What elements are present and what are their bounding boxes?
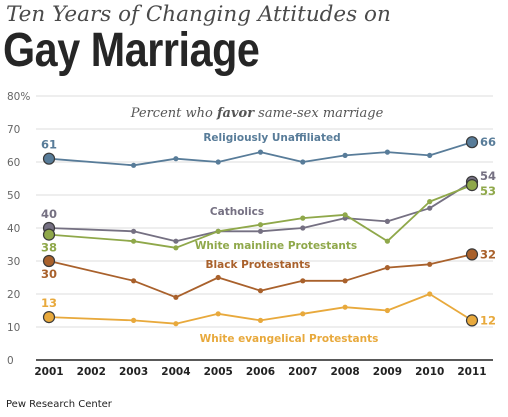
series-end-label: 66 — [480, 135, 496, 149]
data-point — [384, 265, 390, 271]
endpoint-marker — [465, 314, 479, 327]
x-tick-label: 2005 — [204, 366, 233, 378]
endpoint-marker — [42, 152, 56, 165]
chart-pretitle: Ten Years of Changing Attitudes on — [6, 2, 391, 27]
series-line — [48, 253, 473, 299]
series-end-label: 53 — [480, 184, 496, 198]
x-tick-label: 2002 — [77, 366, 106, 378]
endpoint-marker — [465, 136, 479, 149]
y-axis-ticks: 0 10 20 30 40 50 60 70 80% — [7, 91, 30, 367]
series-name-label: Catholics — [210, 206, 264, 218]
y-tick-label: 30 — [7, 256, 20, 268]
data-point — [257, 317, 264, 323]
data-point — [257, 222, 264, 228]
data-point — [215, 228, 221, 234]
series-line — [48, 181, 473, 243]
data-point — [427, 261, 433, 267]
subtitle-prefix: Percent who — [130, 106, 217, 121]
data-point — [131, 278, 137, 284]
chart-title: Gay Marriage — [3, 24, 260, 77]
data-point — [173, 245, 179, 251]
data-point — [342, 278, 348, 284]
subtitle-suffix: same-sex marriage — [254, 106, 384, 121]
series-start-label: 38 — [41, 241, 57, 255]
data-point — [173, 294, 179, 300]
data-point — [427, 152, 433, 158]
data-point — [427, 205, 433, 211]
data-point — [384, 149, 390, 155]
x-tick-label: 2010 — [415, 366, 444, 378]
data-point — [131, 238, 137, 244]
data-point — [131, 228, 137, 234]
x-tick-label: 2003 — [119, 366, 148, 378]
endpoint-marker — [42, 311, 56, 324]
x-axis-ticks: 2001 2002 2003 2004 2005 2006 2007 2008 2009 2010… — [34, 366, 486, 378]
data-point — [342, 304, 348, 310]
x-tick-label: 2004 — [161, 366, 190, 378]
series-name-label: White mainline Protestants — [195, 240, 357, 252]
endpoint-marker — [42, 254, 56, 268]
series-name-label: Religiously Unaffiliated — [203, 132, 340, 144]
x-tick-label: 2011 — [457, 366, 486, 378]
data-point — [384, 238, 390, 244]
y-tick-label: 80% — [7, 91, 30, 103]
data-point — [131, 317, 137, 323]
x-tick-label: 2006 — [246, 366, 275, 378]
series-layer: 61 66 Religiously Unaffiliated 40 54 Catholic… — [41, 132, 496, 345]
data-point — [300, 225, 306, 231]
data-point — [300, 159, 306, 165]
chart-subtitle: Percent who favor same-sex marriage — [130, 106, 384, 121]
subtitle-background — [145, 101, 367, 123]
data-point — [427, 199, 433, 205]
x-tick-label: 2008 — [330, 366, 359, 378]
data-point — [300, 215, 306, 221]
data-point — [257, 228, 264, 234]
series-name-label: White evangelical Protestants — [200, 333, 379, 345]
endpoint-marker — [42, 228, 56, 241]
y-tick-label: 70 — [7, 124, 20, 136]
series-start-label: 13 — [41, 296, 57, 310]
data-point — [300, 278, 306, 284]
series-end-label: 54 — [480, 169, 496, 183]
data-point — [257, 288, 264, 294]
endpoint-marker — [465, 248, 479, 261]
data-point — [342, 152, 348, 158]
series-start-label: 30 — [41, 267, 57, 281]
series-line — [48, 184, 473, 249]
x-tick-label: 2009 — [373, 366, 402, 378]
y-tick-label: 10 — [7, 322, 20, 334]
gridlines — [36, 95, 493, 361]
data-point — [257, 149, 264, 155]
data-point — [173, 321, 179, 327]
source-note: Pew Research Center — [6, 399, 112, 410]
y-tick-label: 50 — [7, 190, 20, 202]
data-point — [215, 311, 221, 317]
y-tick-label: 0 — [7, 355, 14, 367]
y-tick-label: 20 — [7, 289, 20, 301]
x-tick-label: 2007 — [288, 366, 317, 378]
y-tick-label: 60 — [7, 157, 20, 169]
data-point — [384, 218, 390, 224]
series-line — [48, 141, 473, 167]
series-end-label: 12 — [480, 313, 496, 327]
subtitle-emphasis: favor — [216, 106, 255, 121]
x-tick-label: 2001 — [34, 366, 63, 378]
series-name-label: Black Protestants — [206, 259, 311, 271]
endpoint-marker — [465, 179, 479, 192]
series-start-label: 40 — [41, 207, 57, 221]
data-point — [427, 291, 433, 297]
data-point — [215, 274, 221, 281]
data-point — [173, 156, 179, 162]
data-point — [215, 159, 221, 165]
data-point — [342, 212, 348, 218]
series-line — [48, 293, 473, 325]
series-end-label: 32 — [480, 247, 496, 261]
data-point — [384, 307, 390, 314]
data-point — [300, 311, 306, 317]
data-point — [173, 238, 179, 244]
data-point — [131, 162, 137, 168]
y-tick-label: 40 — [7, 223, 20, 235]
series-start-label: 61 — [41, 138, 57, 152]
